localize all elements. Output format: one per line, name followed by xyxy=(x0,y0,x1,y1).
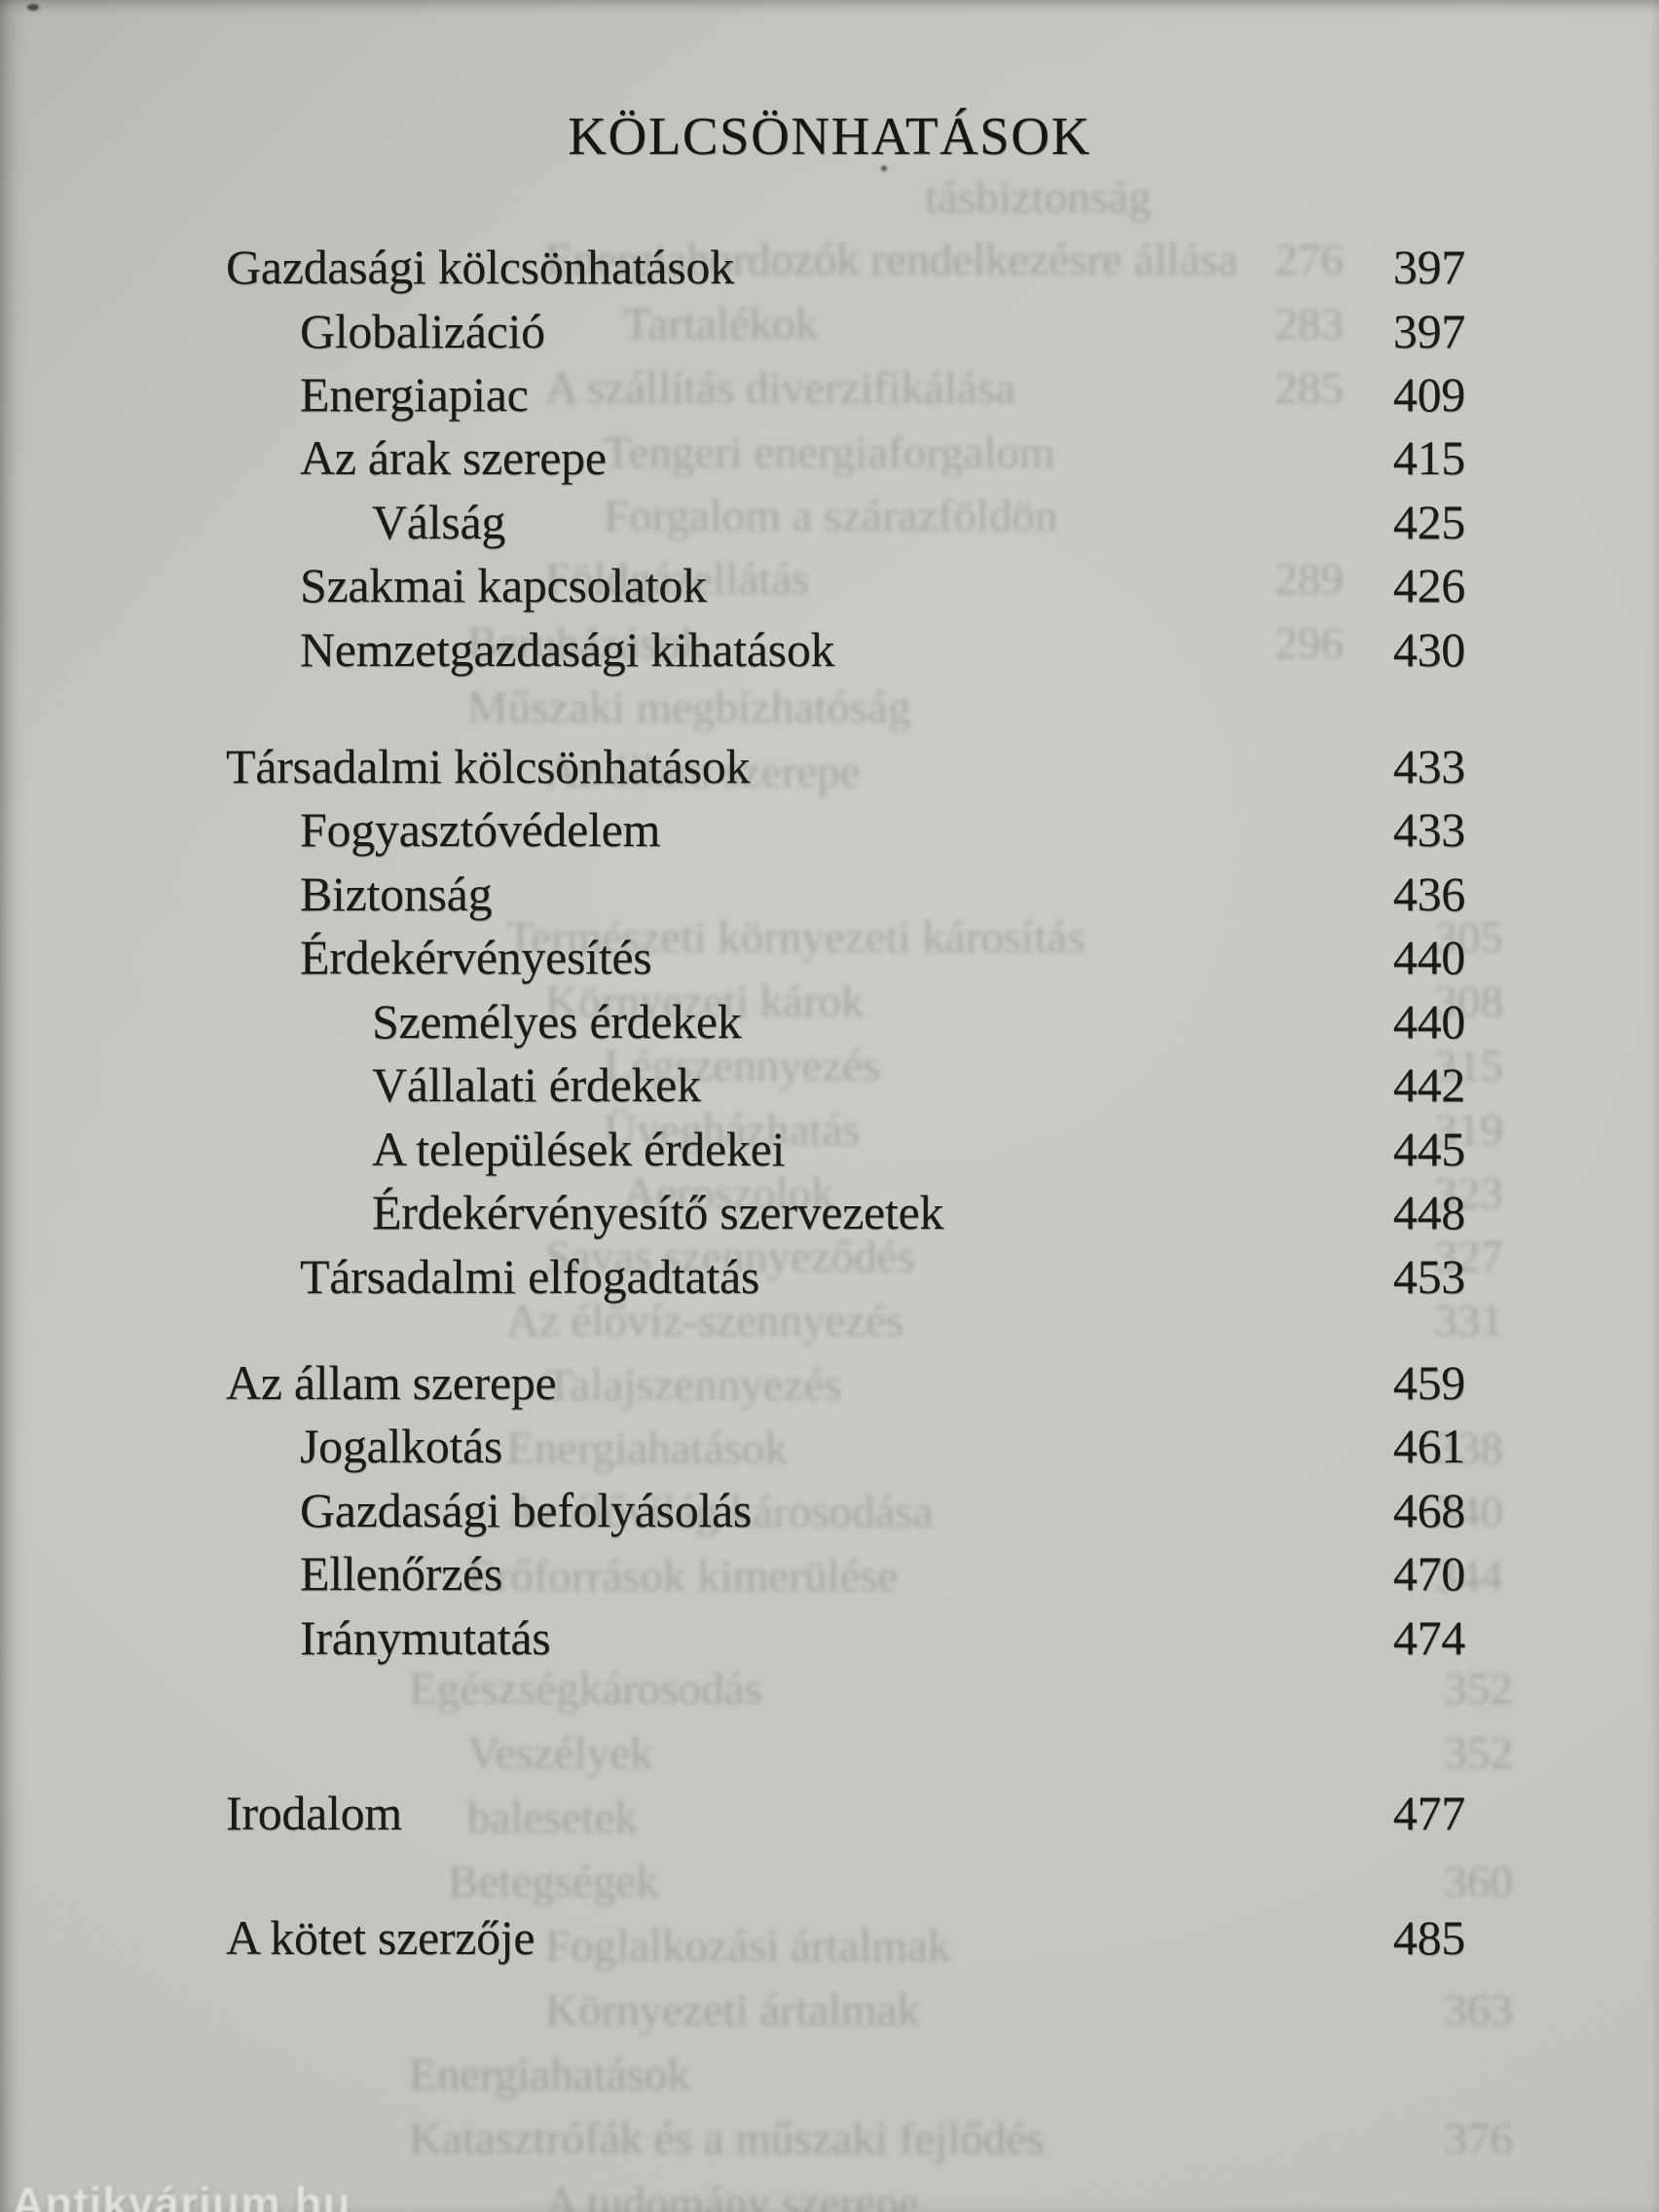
toc-page-number: 426 xyxy=(1392,558,1465,612)
toc-entry-label: Nemzetgazdasági kihatások xyxy=(300,622,835,677)
toc-row: Gazdasági kölcsönhatások 397 xyxy=(226,240,1465,294)
ghost-line: Veszélyek 352 xyxy=(467,1728,1514,1780)
ghost-line: Energiahatások xyxy=(409,2049,1513,2101)
toc-entry-label: Személyes érdekek xyxy=(372,994,742,1049)
toc-entry-label: Az állam szerepe xyxy=(226,1355,557,1410)
toc-row: Jogalkotás 461 xyxy=(226,1419,1465,1473)
ghost-page-number: 363 xyxy=(1444,1985,1514,2036)
ghost-line-text: Energiahatások xyxy=(409,2049,690,2100)
ghost-page-number: 376 xyxy=(1444,2114,1514,2164)
toc-entry-label: Fogyasztóvédelem xyxy=(300,802,661,857)
scan-speck xyxy=(881,166,887,171)
toc-page-number: 430 xyxy=(1392,622,1465,677)
toc-page-number: 433 xyxy=(1392,739,1465,793)
toc-entry-label: Energiapiac xyxy=(300,367,529,422)
toc-row: Érdekérvényesítő szervezetek 448 xyxy=(226,1186,1465,1239)
toc-entry-label: Gazdasági kölcsönhatások xyxy=(226,240,734,294)
toc-row: Gazdasági befolyásolás 468 xyxy=(226,1484,1465,1537)
toc-entry-label: Biztonság xyxy=(300,866,493,921)
toc-row: Ellenőrzés 470 xyxy=(226,1547,1465,1601)
toc-entry-label: A kötet szerzője xyxy=(226,1910,535,1965)
toc-page-number: 468 xyxy=(1392,1483,1465,1537)
ghost-line: Betegségek 360 xyxy=(448,1857,1514,1908)
toc-entry-label: Gazdasági befolyásolás xyxy=(300,1483,753,1537)
toc-row: Társadalmi kölcsönhatások 433 xyxy=(226,740,1465,793)
toc-entry-label: Ellenőrzés xyxy=(300,1546,503,1601)
ghost-line: Az élővíz-szennyezés 331 xyxy=(506,1296,1504,1347)
ghost-page-number: 352 xyxy=(1444,1664,1514,1714)
toc-row: Nemzetgazdasági kihatások 430 xyxy=(226,623,1465,677)
toc-page-number: 474 xyxy=(1392,1610,1465,1665)
toc-row: Szakmai kapcsolatok 426 xyxy=(226,559,1465,612)
ghost-line-text: Betegségek xyxy=(448,1857,659,1907)
toc-entry-label: A települések érdekei xyxy=(372,1122,786,1176)
toc-row: Érdekérvényesítés 440 xyxy=(226,931,1465,984)
toc-entry-label: Vállalati érdekek xyxy=(372,1057,701,1112)
ghost-line: A tudomány szerepe xyxy=(545,2178,1513,2212)
toc-row: Fogyasztóvédelem 433 xyxy=(226,803,1465,857)
toc-page-number: 442 xyxy=(1392,1057,1465,1112)
toc-row: A kötet szerzője 485 xyxy=(226,1911,1465,1965)
toc-entry-label: Érdekérvényesítés xyxy=(300,930,652,984)
toc-page-number: 440 xyxy=(1392,930,1465,984)
toc-row: Az állam szerepe 459 xyxy=(226,1356,1465,1410)
toc-row: Társadalmi elfogadtatás 453 xyxy=(226,1250,1465,1304)
toc-page-number: 440 xyxy=(1392,994,1465,1049)
scan-speck xyxy=(27,4,39,11)
ghost-line: Katasztrófák és a műszaki fejlődés 376 xyxy=(409,2114,1514,2165)
toc-page-number: 470 xyxy=(1392,1546,1465,1601)
toc-row: Vállalati érdekek 442 xyxy=(226,1058,1465,1112)
page-title: KÖLCSÖNHATÁSOK xyxy=(568,106,1091,166)
antikvarium-watermark: Antikvárium.hu xyxy=(12,2178,351,2212)
toc-row: Az árak szerepe 415 xyxy=(226,431,1465,485)
toc-entry-label: Globalizáció xyxy=(300,304,545,358)
toc-entry-label: Társadalmi kölcsönhatások xyxy=(226,739,751,793)
ghost-line: tásbiztonság xyxy=(925,172,1338,224)
toc-page-number: 459 xyxy=(1392,1355,1465,1410)
toc-entry-label: Társadalmi elfogadtatás xyxy=(300,1249,760,1304)
toc-page-number: 433 xyxy=(1392,802,1465,857)
ghost-line: Egészségkárosodás 352 xyxy=(409,1664,1514,1715)
ghost-page-number: 360 xyxy=(1444,1857,1514,1907)
toc-page-number: 461 xyxy=(1392,1419,1465,1473)
ghost-line-text: A tudomány szerepe xyxy=(545,2178,919,2212)
toc-entry-label: Szakmai kapcsolatok xyxy=(300,558,707,612)
toc-entry-label: Irodalom xyxy=(226,1786,402,1840)
toc-page-number: 415 xyxy=(1392,430,1465,485)
toc-entry-label: Az árak szerepe xyxy=(300,430,607,485)
ghost-line: Műszaki megbízhatóság xyxy=(467,682,1344,734)
ghost-line-text: tásbiztonság xyxy=(925,172,1152,223)
toc-page-number: 485 xyxy=(1392,1910,1465,1965)
ghost-line-text: Katasztrófák és a műszaki fejlődés xyxy=(409,2114,1045,2164)
toc-entry-label: Válság xyxy=(372,495,506,549)
toc-page-number: 425 xyxy=(1392,495,1465,549)
toc-entry-label: Iránymutatás xyxy=(300,1610,551,1665)
ghost-page-number: 352 xyxy=(1444,1728,1514,1779)
toc-row: Válság 425 xyxy=(226,496,1465,549)
toc-row: Energiapiac 409 xyxy=(226,368,1465,422)
toc-entry-label: Jogalkotás xyxy=(300,1419,503,1473)
toc-page-number: 477 xyxy=(1392,1786,1465,1840)
toc-page-number: 409 xyxy=(1392,367,1465,422)
toc-entry-label: Érdekérvényesítő szervezetek xyxy=(372,1185,944,1239)
ghost-line-text: Környezeti ártalmak xyxy=(545,1985,920,2036)
ghost-line-text: Műszaki megbízhatóság xyxy=(467,682,911,733)
toc-page-number: 453 xyxy=(1392,1249,1465,1304)
ghost-line-text: Egészségkárosodás xyxy=(409,1664,762,1714)
toc-row: Személyes érdekek 440 xyxy=(226,995,1465,1049)
ghost-page-number: 331 xyxy=(1434,1296,1504,1346)
toc-row: Iránymutatás 474 xyxy=(226,1611,1465,1665)
ghost-line-text: Veszélyek xyxy=(467,1728,653,1779)
toc-row: Globalizáció 397 xyxy=(226,305,1465,358)
ghost-line: Környezeti ártalmak 363 xyxy=(545,1985,1514,2037)
toc-row: Irodalom 477 xyxy=(226,1787,1465,1840)
toc-page-number: 397 xyxy=(1392,304,1465,358)
toc-page-number: 448 xyxy=(1392,1185,1465,1239)
toc-row: A települések érdekei 445 xyxy=(226,1123,1465,1176)
toc-page-number: 436 xyxy=(1392,866,1465,921)
toc-page-number: 397 xyxy=(1392,240,1465,294)
toc-page-number: 445 xyxy=(1392,1122,1465,1176)
toc-row: Biztonság 436 xyxy=(226,867,1465,921)
